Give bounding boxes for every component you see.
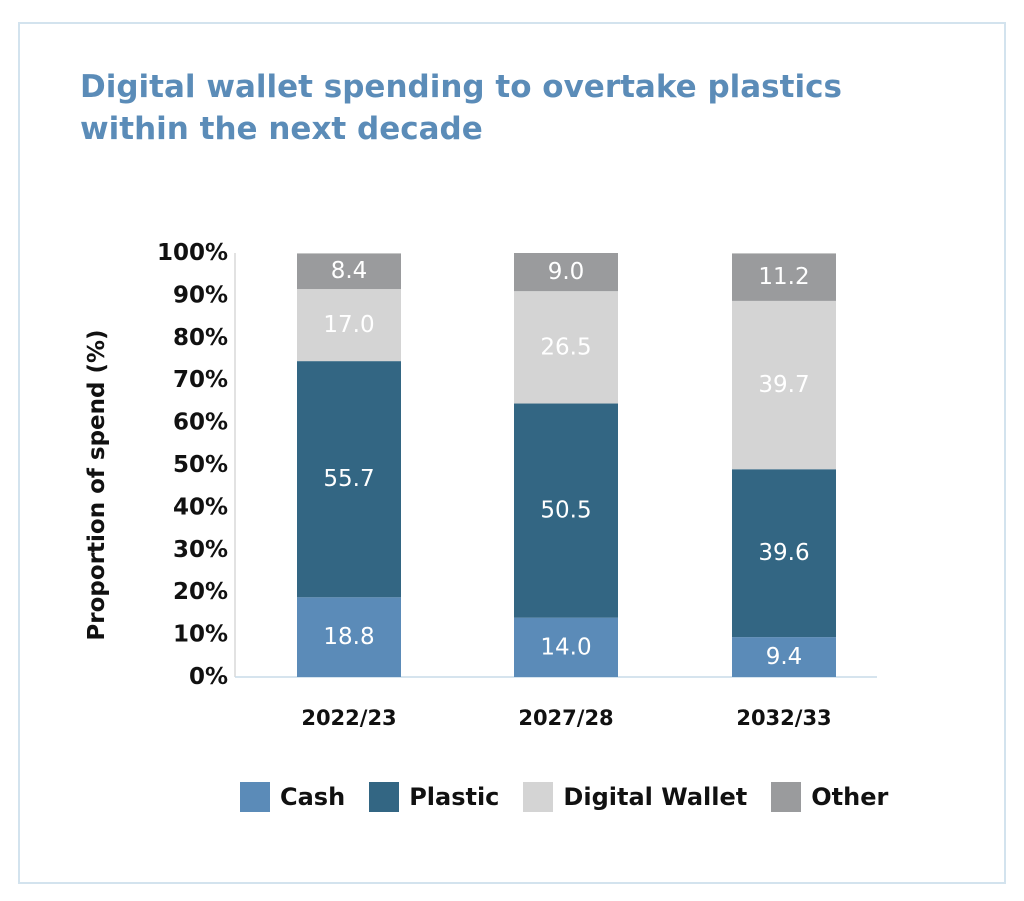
data-label: 39.7 xyxy=(758,372,809,398)
data-label: 14.0 xyxy=(540,634,591,660)
legend-swatch-cash xyxy=(240,782,270,812)
bar-segment-cash xyxy=(514,617,618,677)
data-label: 39.6 xyxy=(758,540,809,566)
bar-segment-digital-wallet xyxy=(514,291,618,404)
y-tick-label: 10% xyxy=(173,622,228,648)
data-label: 17.0 xyxy=(323,312,374,338)
x-tick-label: 2022/23 xyxy=(301,706,396,730)
y-tick-label: 100% xyxy=(157,240,228,266)
y-tick-label: 70% xyxy=(173,367,228,393)
bar-segment-plastic xyxy=(514,403,618,618)
data-label: 26.5 xyxy=(540,334,591,360)
data-label: 11.2 xyxy=(758,264,809,290)
y-tick-label: 20% xyxy=(173,579,228,605)
bar-segment-other xyxy=(297,253,401,290)
x-tick-label: 2027/28 xyxy=(518,706,613,730)
legend-swatch-plastic xyxy=(369,782,400,812)
data-label: 50.5 xyxy=(540,498,591,524)
y-tick-label: 40% xyxy=(173,494,228,520)
bar-segment-other xyxy=(732,253,836,301)
data-label: 9.4 xyxy=(766,644,803,670)
data-label: 8.4 xyxy=(331,258,368,284)
legend-label-cash: Cash xyxy=(280,783,346,811)
bar-segment-digital-wallet xyxy=(732,300,836,470)
data-label: 18.8 xyxy=(323,624,374,650)
bar-segment-other xyxy=(514,253,618,292)
legend-label-other: Other xyxy=(811,783,889,811)
y-axis-title: Proportion of spend (%) xyxy=(84,329,110,640)
data-label: 55.7 xyxy=(323,466,374,492)
chart-frame xyxy=(18,22,1006,884)
y-tick-label: 30% xyxy=(173,537,228,563)
data-label: 9.0 xyxy=(548,259,585,285)
legend-item-cash: Cash xyxy=(240,782,345,812)
bar-segment-cash xyxy=(732,637,836,677)
y-tick-label: 60% xyxy=(173,410,228,436)
legend-label-digital-wallet: Digital Wallet xyxy=(563,783,748,811)
legend-item-digital-wallet: Digital Wallet xyxy=(523,782,747,812)
bar-segment-plastic xyxy=(297,361,401,598)
bar-segment-digital-wallet xyxy=(297,289,401,362)
legend-swatch-digital-wallet xyxy=(523,782,554,812)
legend-item-other: Other xyxy=(771,782,888,812)
x-tick-label: 2032/33 xyxy=(736,706,831,730)
bar-segment-cash xyxy=(297,597,401,677)
legend-label-plastic: Plastic xyxy=(409,783,500,811)
legend: Cash Plastic Digital Wallet Other xyxy=(240,780,912,814)
y-tick-label: 50% xyxy=(173,452,228,478)
legend-item-plastic: Plastic xyxy=(369,782,499,812)
y-tick-label: 80% xyxy=(173,325,228,351)
y-tick-label: 0% xyxy=(189,664,228,690)
bar-segment-plastic xyxy=(732,469,836,638)
legend-swatch-other xyxy=(771,782,802,812)
y-tick-label: 90% xyxy=(173,282,228,308)
chart-title: Digital wallet spending to overtake plas… xyxy=(80,69,842,147)
